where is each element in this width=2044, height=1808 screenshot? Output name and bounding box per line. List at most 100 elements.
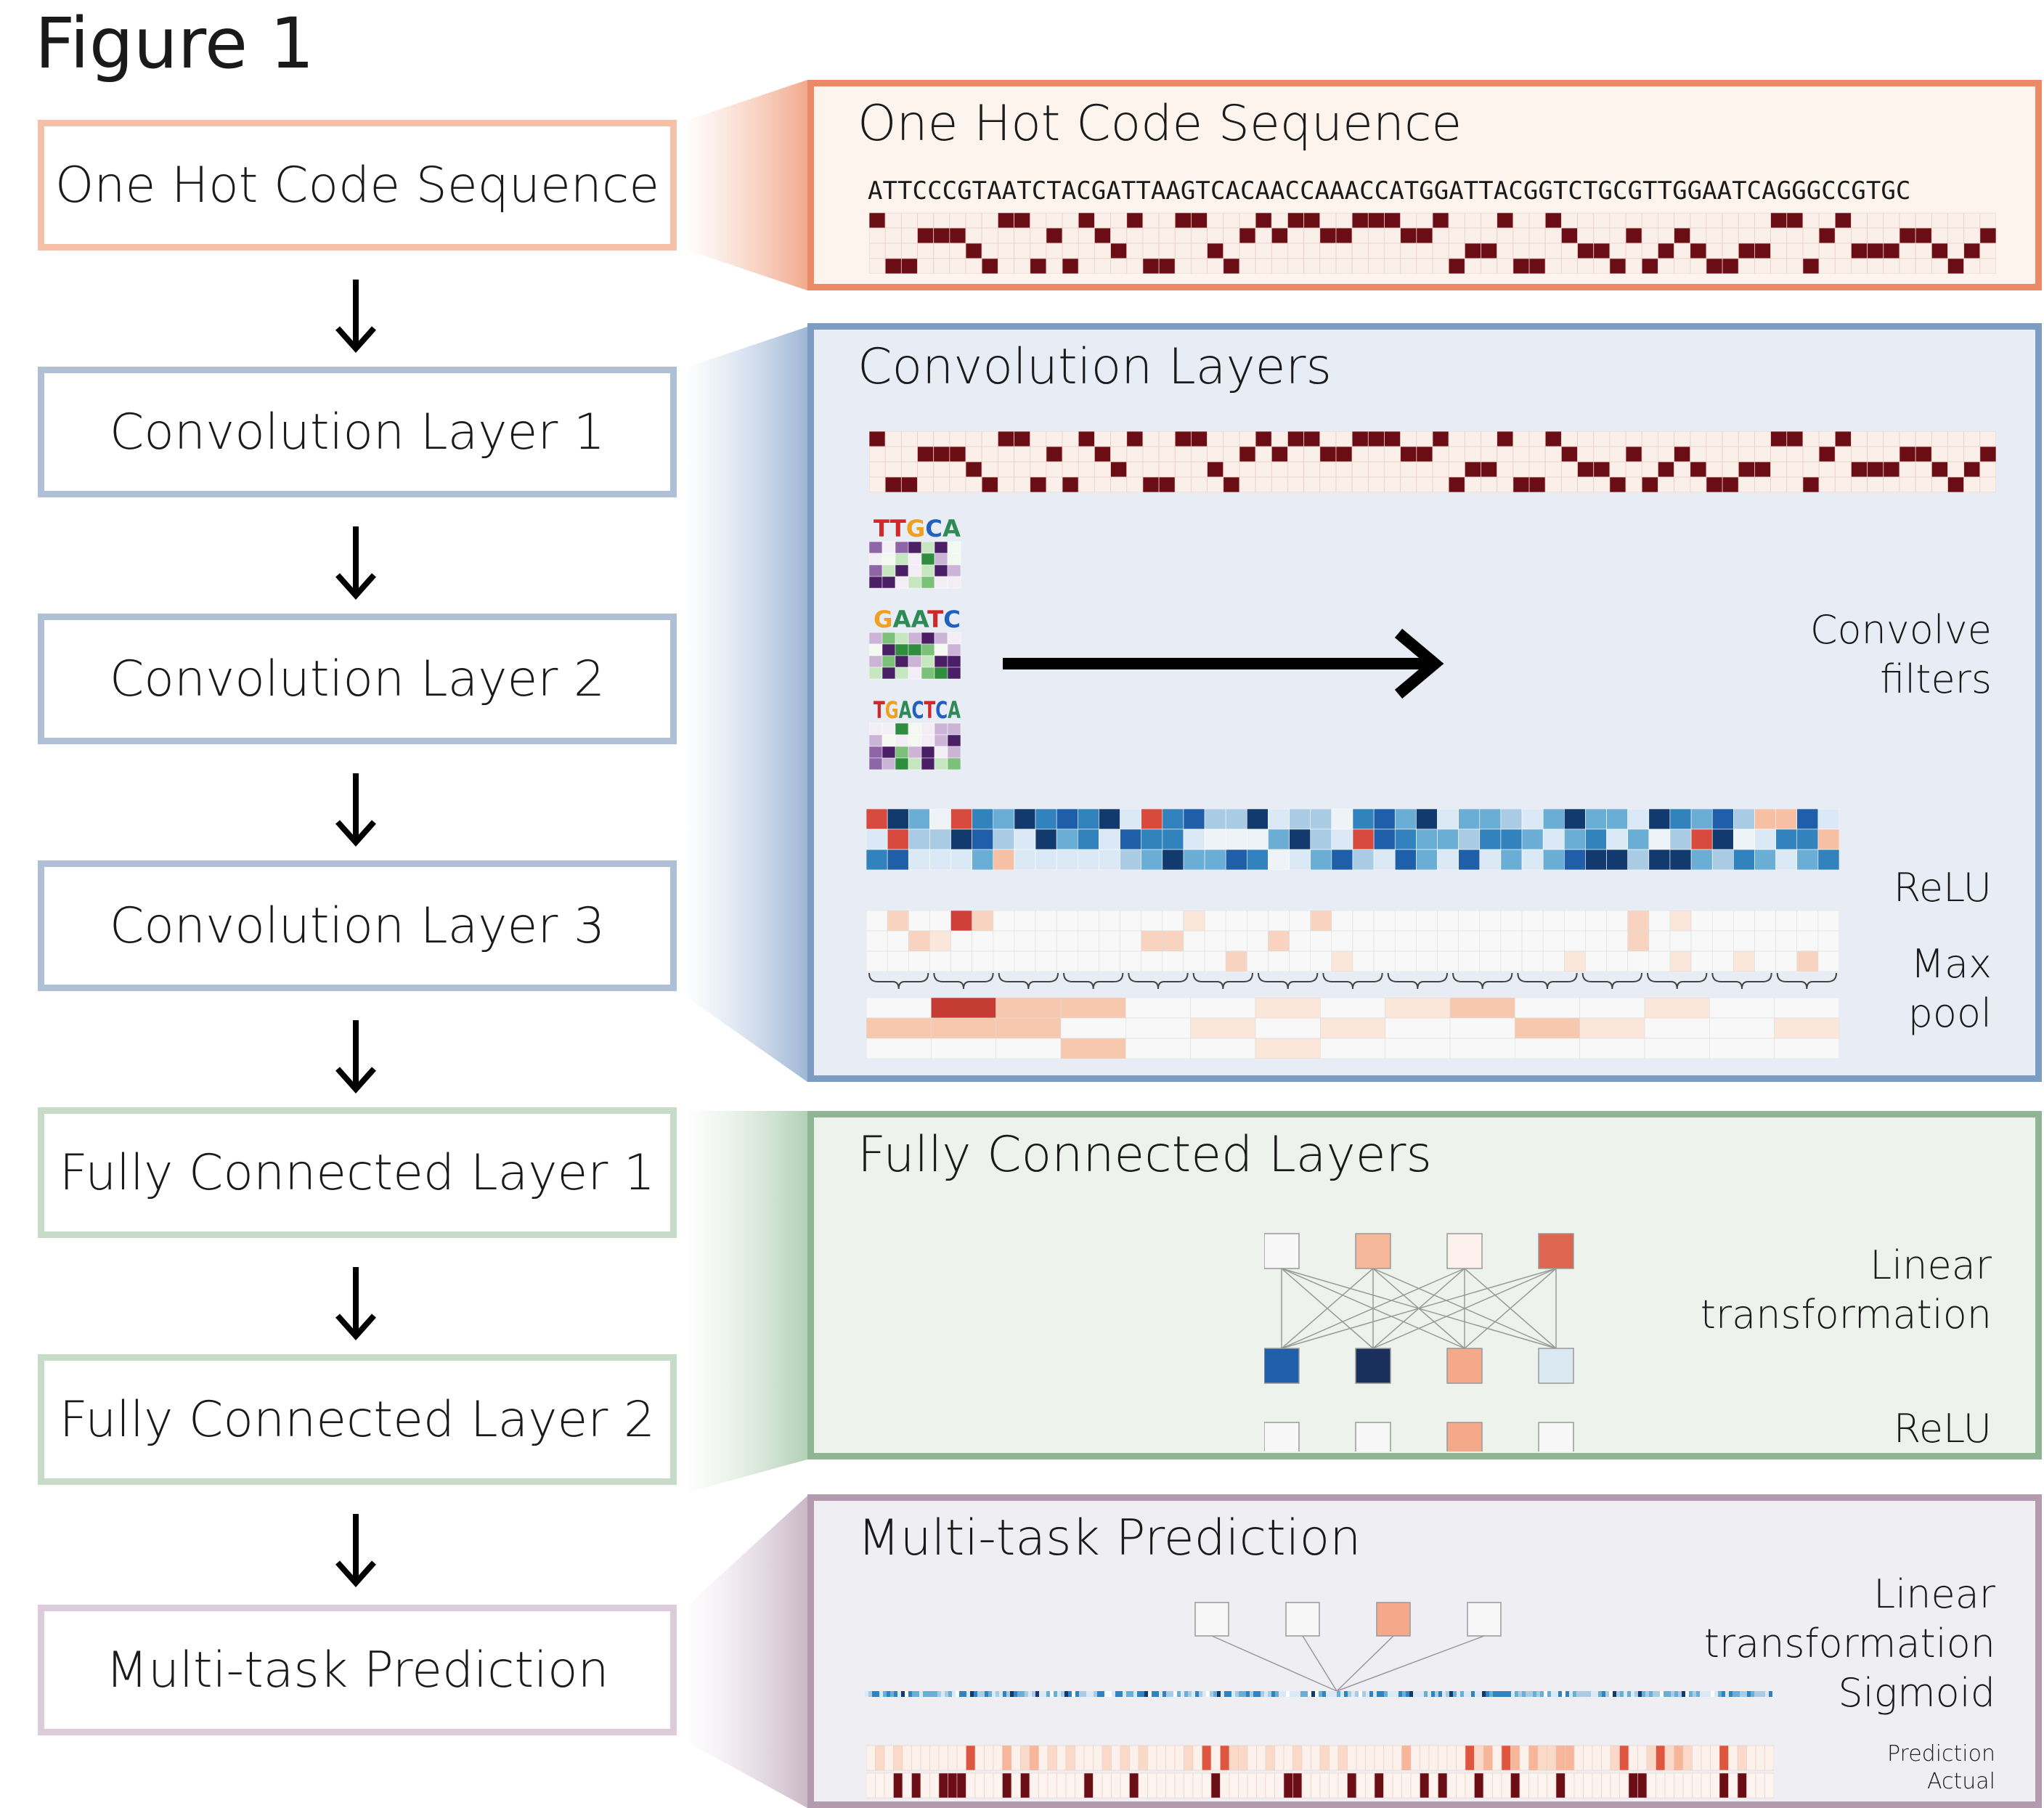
filter-logo: TTGCA <box>874 515 961 542</box>
one-hot-cell <box>981 258 998 274</box>
one-hot-cell <box>1062 431 1079 447</box>
prediction-cell <box>1465 1745 1475 1771</box>
one-hot-cell <box>1883 243 1900 259</box>
one-hot-cell <box>1303 476 1321 492</box>
filter-cell <box>881 564 896 577</box>
pre-pool-cell <box>1690 950 1713 972</box>
one-hot-cell <box>1271 213 1288 229</box>
sigmoid-cell <box>1442 1691 1446 1697</box>
relu-cell <box>1014 828 1036 850</box>
sigmoid-cell <box>1417 1691 1420 1697</box>
pool-brace <box>1452 972 1513 990</box>
relu-cell <box>1268 809 1290 830</box>
one-hot-cell <box>1851 213 1868 229</box>
pre-pool-cell <box>1394 911 1417 932</box>
fc-top-node <box>1538 1233 1574 1269</box>
sigmoid-cell <box>1155 1691 1159 1697</box>
pre-pool-cell <box>1225 950 1247 972</box>
one-hot-cell <box>1030 461 1047 478</box>
pre-pool-cell <box>1394 930 1417 952</box>
sigmoid-cell <box>1475 1691 1478 1697</box>
one-hot-cell <box>1319 243 1337 259</box>
one-hot-cell <box>1255 446 1272 463</box>
filter-cell <box>869 576 883 589</box>
one-hot-cell <box>1191 227 1208 244</box>
sigmoid-cell <box>1035 1691 1039 1697</box>
fc-bottom-node <box>1538 1348 1574 1384</box>
sigmoid-cell <box>1613 1691 1616 1697</box>
one-hot-cell <box>1625 476 1642 492</box>
sigmoid-cell <box>1700 1691 1703 1697</box>
one-hot-cell <box>1738 446 1755 463</box>
relu-cell <box>1141 849 1163 870</box>
sigmoid-cell <box>1551 1691 1555 1697</box>
relu-cell <box>1711 849 1734 870</box>
one-hot-cell <box>1014 431 1031 447</box>
one-hot-cell <box>1979 431 1996 447</box>
one-hot-cell <box>1851 476 1868 492</box>
sigmoid-cell <box>1732 1691 1736 1697</box>
one-hot-cell <box>1674 476 1691 492</box>
pre-pool-cell <box>1416 930 1438 952</box>
one-hot-cell <box>1497 213 1514 229</box>
sigmoid-cell <box>1693 1691 1696 1697</box>
prediction-cell <box>1428 1745 1438 1771</box>
sigmoid-cell <box>1696 1691 1700 1697</box>
sigmoid-cell <box>1101 1691 1104 1697</box>
one-hot-cell <box>1110 461 1128 478</box>
one-hot-cell <box>1947 461 1965 478</box>
sigmoid-cell <box>1330 1691 1333 1697</box>
one-hot-cell <box>1947 258 1965 274</box>
pre-pool-cell <box>1627 911 1650 932</box>
sigmoid-cell <box>1337 1691 1340 1697</box>
one-hot-cell <box>1931 446 1948 463</box>
pre-pool-cell <box>1733 911 1755 932</box>
filter-cell <box>921 734 935 747</box>
pooled-cell <box>1060 998 1126 1019</box>
one-hot-cell <box>1609 461 1626 478</box>
prediction-cell <box>1410 1745 1420 1771</box>
one-hot-cell <box>1754 446 1772 463</box>
prediction-cell <box>1728 1745 1738 1771</box>
one-hot-cell <box>1899 446 1916 463</box>
relu-cell <box>908 809 930 830</box>
actual-cell <box>1601 1772 1611 1799</box>
mt-edge <box>1336 1635 1485 1692</box>
sigmoid-cell <box>1602 1691 1605 1697</box>
sigmoid-cell <box>1199 1691 1202 1697</box>
relu-cell <box>1162 809 1184 830</box>
one-hot-cell <box>1319 431 1337 447</box>
actual-cell <box>1011 1772 1021 1799</box>
sigmoid-cell <box>1250 1691 1253 1697</box>
pre-pool-cell <box>1817 930 1839 952</box>
one-hot-cell <box>1754 213 1772 229</box>
one-hot-cell <box>1303 227 1321 244</box>
one-hot-cell <box>1818 461 1836 478</box>
one-hot-cell <box>1303 258 1321 274</box>
relu-cell <box>1183 828 1205 850</box>
relu-cell <box>1648 809 1671 830</box>
one-hot-cell <box>965 227 982 244</box>
one-hot-cell <box>1384 446 1401 463</box>
pooled-cell <box>1579 1017 1645 1039</box>
prediction-cell <box>1020 1745 1030 1771</box>
one-hot-cell <box>1448 446 1465 463</box>
one-hot-cell <box>1544 258 1562 274</box>
one-hot-cell <box>1867 476 1884 492</box>
relu-cell <box>1521 849 1544 870</box>
one-hot-cell <box>981 446 998 463</box>
one-hot-cell <box>949 258 966 274</box>
one-hot-cell <box>1931 461 1948 478</box>
sigmoid-cell <box>1188 1691 1192 1697</box>
actual-cell <box>1056 1772 1067 1799</box>
one-hot-cell <box>1255 227 1272 244</box>
relu-cell <box>1247 828 1269 850</box>
one-hot-cell <box>1802 213 1820 229</box>
sigmoid-cell <box>1235 1691 1239 1697</box>
one-hot-cell <box>1062 476 1079 492</box>
sigmoid-cell <box>1431 1691 1435 1697</box>
actual-cell <box>1138 1772 1148 1799</box>
sigmoid-cell <box>1467 1691 1471 1697</box>
one-hot-cell <box>1738 258 1755 274</box>
sigmoid-cell <box>1674 1691 1678 1697</box>
